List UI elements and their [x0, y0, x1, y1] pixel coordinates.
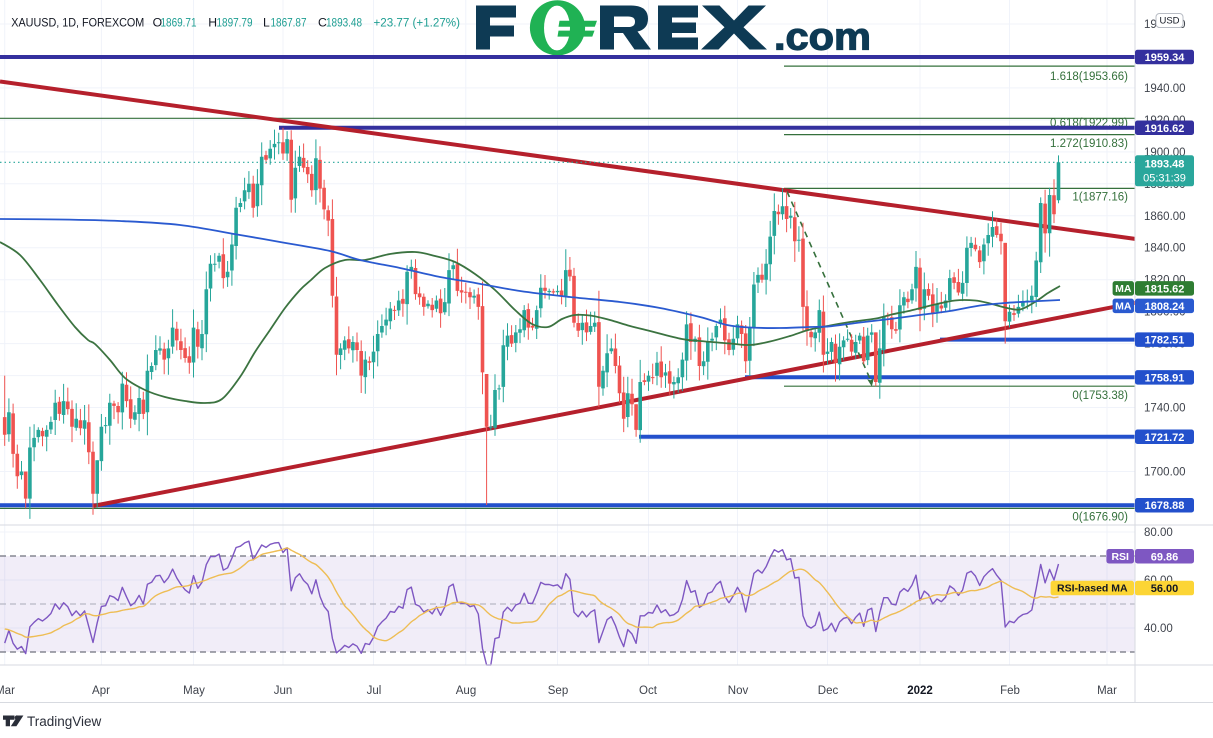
svg-text:1869.71: 1869.71 [161, 15, 197, 29]
svg-text:1860.00: 1860.00 [1144, 211, 1186, 223]
svg-text:56.00: 56.00 [1151, 583, 1179, 595]
svg-text:1782.51: 1782.51 [1145, 335, 1185, 347]
svg-text:1721.72: 1721.72 [1145, 432, 1185, 444]
svg-text:1840.00: 1840.00 [1144, 243, 1186, 255]
svg-text:1959.34: 1959.34 [1145, 52, 1186, 64]
svg-text:MA: MA [1115, 283, 1132, 295]
svg-text:0(1753.38): 0(1753.38) [1072, 390, 1128, 402]
svg-text:1893.48: 1893.48 [1145, 158, 1185, 170]
svg-text:Jul: Jul [367, 685, 382, 697]
svg-text:Mar: Mar [1097, 685, 1117, 697]
svg-text:C: C [318, 15, 327, 29]
svg-text:Oct: Oct [639, 685, 658, 697]
svg-text:RSI-based MA: RSI-based MA [1057, 583, 1128, 595]
svg-text:1916.62: 1916.62 [1145, 123, 1185, 135]
svg-text:1758.91: 1758.91 [1145, 372, 1185, 384]
svg-text:1700.00: 1700.00 [1144, 467, 1186, 479]
svg-text:1.272(1910.83): 1.272(1910.83) [1050, 138, 1128, 150]
svg-text:Feb: Feb [1000, 685, 1020, 697]
svg-text:Jun: Jun [274, 685, 293, 697]
svg-text:1(1877.16): 1(1877.16) [1072, 192, 1128, 204]
svg-text:2022: 2022 [907, 685, 933, 697]
svg-text:1740.00: 1740.00 [1144, 403, 1186, 415]
svg-text:USD: USD [1159, 16, 1179, 27]
svg-text:1.618(1953.66): 1.618(1953.66) [1050, 71, 1128, 83]
svg-text:+23.77 (+1.27%): +23.77 (+1.27%) [374, 15, 461, 29]
svg-text:1893.48: 1893.48 [326, 15, 362, 29]
svg-text:Dec: Dec [818, 685, 839, 697]
svg-text:.com: .com [774, 17, 871, 59]
svg-text:1897.79: 1897.79 [217, 15, 253, 29]
svg-text:1808.24: 1808.24 [1145, 301, 1186, 313]
svg-text:RSI: RSI [1111, 551, 1129, 563]
svg-text:Sep: Sep [548, 685, 568, 697]
svg-text:Aug: Aug [456, 685, 476, 697]
svg-text:H: H [208, 15, 217, 29]
svg-text:1867.87: 1867.87 [271, 15, 307, 29]
svg-text:0(1676.90): 0(1676.90) [1072, 512, 1128, 524]
svg-text:1815.62: 1815.62 [1145, 283, 1185, 295]
svg-text:69.86: 69.86 [1151, 551, 1179, 563]
svg-text:40.00: 40.00 [1144, 623, 1173, 635]
svg-text:O: O [153, 15, 162, 29]
svg-text:05:31:39: 05:31:39 [1143, 172, 1186, 184]
svg-text:Apr: Apr [92, 685, 110, 697]
svg-text:Mar: Mar [0, 685, 15, 697]
svg-text:1678.88: 1678.88 [1145, 500, 1185, 512]
svg-text:1940.00: 1940.00 [1144, 83, 1186, 95]
svg-text:L: L [263, 15, 270, 29]
svg-text:MA: MA [1115, 301, 1132, 313]
svg-text:XAUUSD, 1D, FOREXCOM: XAUUSD, 1D, FOREXCOM [11, 15, 144, 29]
svg-text:80.00: 80.00 [1144, 527, 1173, 539]
svg-text:Nov: Nov [728, 685, 749, 697]
svg-text:May: May [183, 685, 205, 697]
svg-text:TradingView: TradingView [27, 714, 102, 729]
